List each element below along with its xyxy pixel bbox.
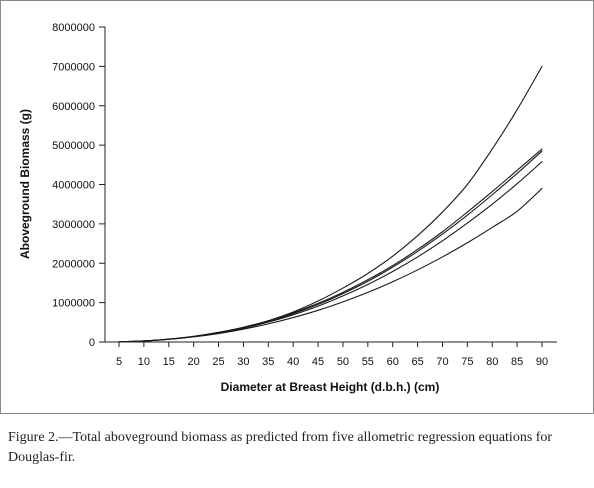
series-line-2 (119, 149, 542, 342)
y-tick-label: 2000000 (52, 258, 95, 270)
y-tick-label: 7000000 (52, 61, 95, 73)
y-tick-label: 4000000 (52, 180, 95, 192)
x-tick-label: 40 (287, 356, 299, 368)
x-axis-title: Diameter at Breast Height (d.b.h.) (cm) (221, 380, 440, 394)
y-tick-label: 3000000 (52, 219, 95, 231)
curves-layer (119, 66, 542, 341)
x-tick-label: 65 (411, 356, 423, 368)
y-ticks: 0 1000000 2000000 3000000 4000000 5000000 6000… (52, 22, 105, 349)
series-line-3 (119, 151, 542, 342)
x-tick-label: 20 (188, 356, 200, 368)
y-tick-label: 0 (89, 337, 95, 349)
x-tick-label: 50 (337, 356, 349, 368)
series-line-5 (119, 188, 542, 341)
x-tick-label: 80 (486, 356, 498, 368)
y-axis-title: Aboveground Biomass (g) (18, 109, 32, 259)
x-tick-label: 10 (138, 356, 150, 368)
x-tick-label: 60 (387, 356, 399, 368)
x-tick-label: 70 (436, 356, 448, 368)
y-tick-label: 6000000 (52, 101, 95, 113)
x-tick-label: 85 (511, 356, 523, 368)
x-tick-label: 45 (312, 356, 324, 368)
x-tick-label: 55 (362, 356, 374, 368)
line-chart: 0 1000000 2000000 3000000 4000000 5000000 6000… (1, 1, 593, 413)
y-tick-label: 8000000 (52, 22, 95, 34)
x-ticks: 5 10 15 20 25 30 35 40 45 50 55 60 65 70 75 80 85 90 (116, 342, 548, 368)
figure-caption: Figure 2.—Total aboveground biomass as p… (8, 428, 586, 468)
x-tick-label: 90 (536, 356, 548, 368)
x-tick-label: 30 (237, 356, 249, 368)
x-tick-label: 25 (212, 356, 224, 368)
figure-panel: 0 1000000 2000000 3000000 4000000 5000000 6000… (0, 0, 594, 414)
series-line-4 (119, 162, 542, 342)
x-tick-label: 5 (116, 356, 122, 368)
y-tick-label: 1000000 (52, 298, 95, 310)
x-tick-label: 35 (262, 356, 274, 368)
x-tick-label: 15 (163, 356, 175, 368)
series-line-1 (119, 66, 542, 341)
x-tick-label: 75 (461, 356, 473, 368)
y-tick-label: 5000000 (52, 140, 95, 152)
